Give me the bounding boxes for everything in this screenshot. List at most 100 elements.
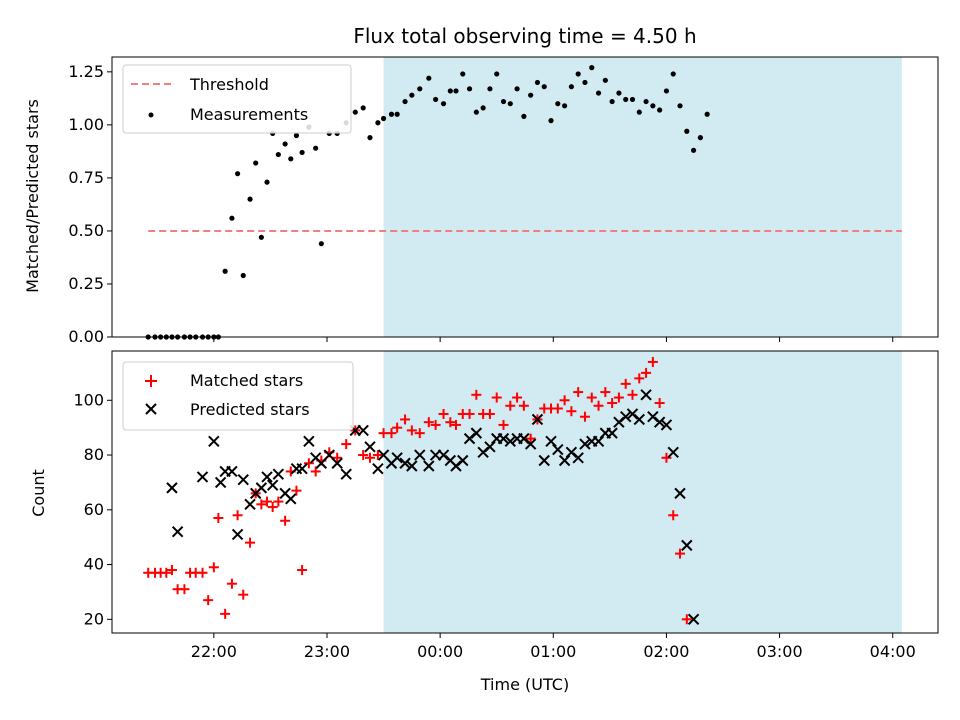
- predicted-star-point: [226, 465, 238, 478]
- matched-star-point: [358, 450, 369, 461]
- predicted-star-point: [364, 441, 376, 453]
- matched-star-point: [613, 392, 624, 403]
- matched-star-point: [491, 392, 502, 403]
- predicted-legend-swatch: [145, 403, 157, 415]
- measurement-point: [417, 86, 423, 92]
- measurement-point: [562, 103, 568, 109]
- measurement-point: [514, 86, 520, 92]
- measurement-point: [229, 215, 235, 221]
- predicted-star-point: [406, 460, 418, 472]
- predicted-star-point: [357, 424, 369, 437]
- measurement-point: [288, 156, 294, 162]
- predicted-star-point: [285, 493, 297, 505]
- predicted-star-point: [261, 471, 273, 483]
- measurement-point: [690, 147, 697, 153]
- x-tick-label: 01:00: [530, 642, 576, 661]
- measurement-point: [426, 75, 432, 81]
- predicted-star-point: [524, 438, 537, 450]
- matched-star-point: [668, 510, 679, 521]
- predicted-star-point: [667, 446, 679, 459]
- measurement-point: [636, 109, 642, 115]
- predicted-star-point: [303, 435, 315, 448]
- predicted-star-point: [340, 468, 352, 480]
- matched-star-point: [512, 392, 523, 403]
- matched-star-point: [661, 452, 672, 463]
- matched-star-point: [414, 428, 425, 439]
- predicted-star-point: [266, 479, 279, 491]
- matched-star-point: [386, 428, 397, 439]
- matched-star-point: [220, 608, 231, 619]
- matched-star-point: [423, 417, 434, 428]
- measurement-point: [684, 128, 690, 134]
- matched-star-point: [620, 378, 631, 389]
- measurement-point: [360, 105, 366, 111]
- measurement-point: [299, 149, 305, 156]
- y-tick-label: 40: [84, 555, 104, 574]
- predicted-star-point: [660, 419, 673, 431]
- matched-star-point: [400, 414, 411, 425]
- y-tick-label: 0.25: [68, 274, 104, 293]
- measurement-point: [643, 98, 649, 105]
- predicted-star-point: [208, 435, 220, 448]
- matched-star-point: [525, 433, 536, 444]
- bottom-panel: 20 40 60 80 100 22:00 23:00 00:00 01:00 02:00 03:…: [29, 350, 939, 694]
- x-tick-label: 02:00: [643, 642, 689, 661]
- predicted-star-point: [619, 411, 632, 423]
- matched-star-point: [161, 567, 172, 578]
- matched-star-point: [166, 565, 177, 576]
- y-tick-label: 60: [84, 500, 104, 519]
- predicted-star-point: [255, 482, 268, 494]
- measurement-point: [657, 107, 663, 113]
- matched-star-point: [208, 562, 219, 573]
- measurement-point: [568, 84, 574, 90]
- predicted-star-point: [497, 432, 510, 445]
- measurement-point: [521, 113, 527, 119]
- x-tick-label: 22:00: [191, 642, 237, 661]
- measurement-point: [548, 118, 554, 124]
- measurement-point: [388, 111, 395, 117]
- matched-star-point: [262, 496, 273, 507]
- predicted-star-point: [171, 525, 184, 538]
- measurement-point: [275, 151, 281, 158]
- bottom-y-axis-label: Count: [29, 469, 48, 517]
- matched-star-point: [232, 510, 243, 521]
- predicted-star-point: [633, 413, 645, 426]
- top-axes-frame: [111, 56, 939, 338]
- predicted-star-point: [244, 498, 256, 511]
- predicted-star-point: [372, 463, 384, 475]
- measurement-point: [402, 98, 408, 105]
- measurement-point: [480, 105, 486, 111]
- measurement-point: [375, 120, 381, 126]
- matched-star-point: [464, 408, 475, 419]
- matched-star-point: [675, 548, 686, 559]
- measurement-point: [409, 92, 415, 98]
- bottom-legend-box: [122, 361, 354, 431]
- measurement-point: [293, 132, 300, 139]
- predicted-star-point: [296, 463, 308, 475]
- matched-star-point: [256, 499, 267, 510]
- predicted-star-point: [558, 454, 571, 467]
- predicted-star-point: [272, 468, 285, 480]
- measurement-point: [240, 272, 246, 279]
- chart-title: Flux total observing time = 4.50 h: [353, 24, 696, 48]
- measurement-point: [704, 111, 710, 117]
- predicted-star-point: [545, 435, 557, 448]
- y-tick-label: 1.25: [68, 62, 104, 81]
- measurement-point: [247, 196, 253, 202]
- measurement-point: [494, 71, 500, 77]
- matched-star-point: [197, 567, 208, 578]
- matched-star-point: [226, 578, 237, 589]
- measurement-point: [582, 79, 588, 86]
- measurement-point: [313, 145, 319, 151]
- y-tick-label: 0.75: [68, 168, 104, 187]
- bottom-shaded-region: [383, 351, 902, 633]
- matched-star-point: [505, 400, 516, 411]
- predicted-star-point: [579, 438, 591, 450]
- matched-star-point: [213, 513, 224, 524]
- matched-star-point: [332, 452, 343, 463]
- predicted-star-point: [470, 427, 483, 439]
- predicted-star-point: [331, 457, 343, 469]
- measurement-point: [650, 103, 656, 109]
- measurement-point: [575, 71, 581, 77]
